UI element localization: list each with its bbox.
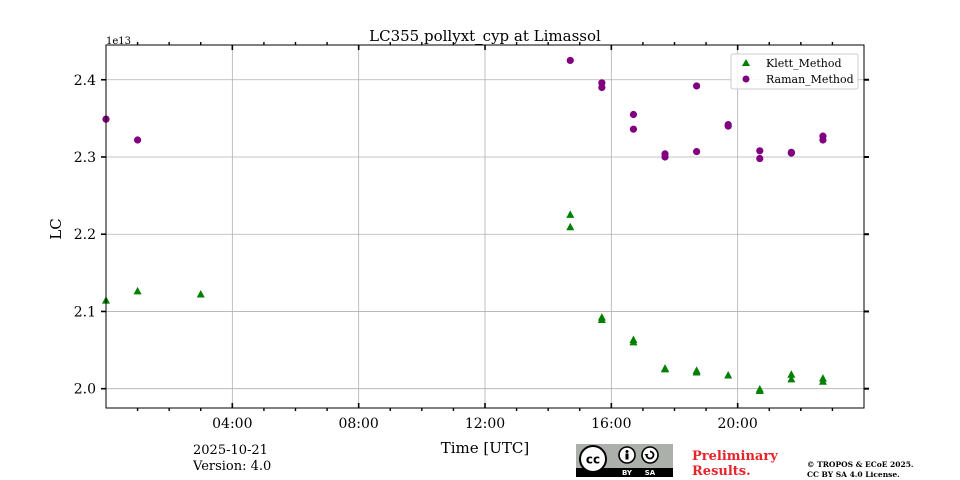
- klett-point: [133, 286, 142, 295]
- preliminary-line-1: Preliminary: [692, 449, 778, 464]
- legend-raman-label: Raman_Method: [766, 73, 854, 86]
- sa-share-icon: [641, 446, 659, 464]
- cc-logo-text: cc: [586, 453, 600, 467]
- x-tick-label: 20:00: [717, 416, 757, 432]
- legend-klett-marker: [742, 59, 750, 66]
- legend: Klett_Method Raman_Method: [730, 53, 859, 90]
- klett-point: [661, 364, 670, 373]
- footer-date-version: 2025-10-21 Version: 4.0: [193, 443, 271, 475]
- klett-point: [787, 374, 796, 383]
- y-tick-label: 2.0: [74, 382, 96, 398]
- legend-klett-label: Klett_Method: [766, 57, 842, 70]
- raman-point: [819, 136, 827, 144]
- raman-point: [566, 56, 574, 65]
- y-axis-label: LC: [47, 218, 65, 239]
- klett-point: [566, 210, 575, 218]
- legend-box: [730, 53, 859, 90]
- raman-series: [102, 56, 827, 163]
- klett-point: [597, 315, 606, 323]
- x-tick-label: 16:00: [591, 416, 631, 432]
- raman-point: [629, 110, 638, 119]
- license-sa-text: SA: [645, 469, 656, 477]
- y-tick-label: 2.3: [74, 150, 96, 166]
- klett-point: [787, 370, 796, 378]
- preliminary-line-2: Results.: [692, 464, 751, 479]
- raman-point: [661, 153, 669, 161]
- klett-series: [102, 210, 827, 395]
- preliminary-results-note: Preliminary Results.: [692, 449, 778, 479]
- raman-point: [724, 122, 732, 130]
- raman-point: [629, 125, 638, 133]
- klett-point: [566, 222, 575, 231]
- raman-point: [787, 149, 795, 157]
- tick-layer: 04:00 08:00 12:00 16:00 20:00 2.0 2.1 2.2 2.3 2.4: [74, 42, 869, 432]
- x-axis-label: Time [UTC]: [441, 439, 530, 457]
- x-tick-label: 04:00: [212, 416, 252, 432]
- klett-point: [196, 289, 205, 298]
- footer-version: Version: 4.0: [193, 459, 272, 474]
- raman-point: [693, 82, 701, 90]
- klett-point: [629, 337, 638, 346]
- klett-point: [724, 371, 733, 379]
- x-tick-label: 12:00: [465, 416, 505, 432]
- y-tick-label: 2.4: [74, 73, 96, 89]
- raman-point: [598, 83, 606, 92]
- copyright-note: © TROPOS & ECoE 2025. CC BY SA 4.0 Licen…: [807, 460, 914, 480]
- y-tick-label: 2.2: [74, 227, 96, 243]
- raman-point: [133, 136, 142, 144]
- raman-point: [756, 147, 764, 155]
- klett-point: [755, 386, 764, 395]
- raman-point: [693, 147, 701, 156]
- raman-point: [756, 154, 764, 163]
- y-offset-label: 1e13: [106, 36, 131, 47]
- copyright-line-1: © TROPOS & ECoE 2025.: [807, 460, 914, 469]
- y-tick-label: 2.1: [74, 304, 96, 320]
- x-tick-label: 08:00: [338, 416, 378, 432]
- footer-date: 2025-10-21: [193, 443, 268, 458]
- cc-by-sa-license-icon: cc BY SA: [576, 444, 673, 477]
- copyright-line-2: CC BY SA 4.0 License.: [807, 470, 900, 479]
- klett-point: [692, 367, 701, 376]
- klett-point: [818, 377, 827, 385]
- license-by-text: BY: [622, 469, 633, 477]
- chart-title: LC355 pollyxt_cyp at Limassol: [369, 27, 601, 45]
- legend-raman-marker: [742, 75, 750, 83]
